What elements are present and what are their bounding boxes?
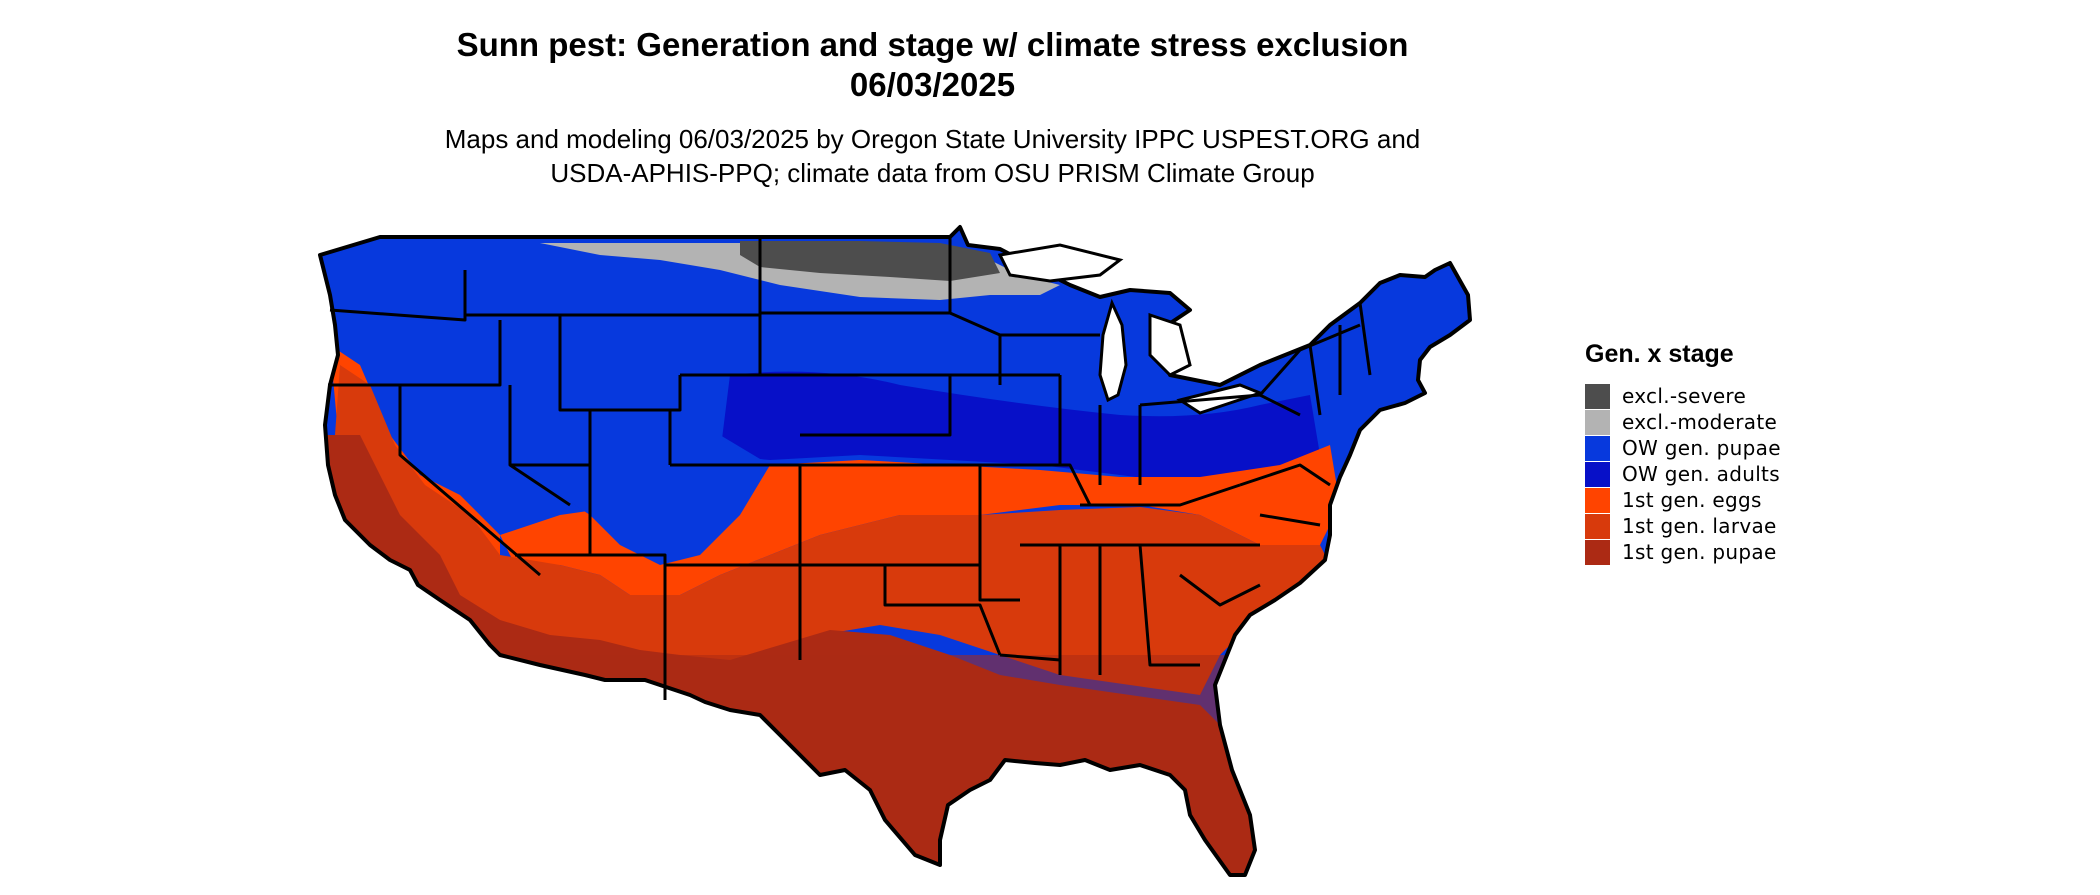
zone-ow-pupae-rockies [560,435,770,565]
zone-ow-adults [720,371,1320,485]
legend-swatch [1585,513,1610,539]
map-regions [318,225,1472,877]
legend-swatch [1585,487,1610,513]
state-borders [328,237,1372,700]
legend-item: 1st gen. larvae [1585,513,1781,539]
legend-title: Gen. x stage [1585,340,1734,368]
legend-label: OW gen. pupae [1622,436,1781,460]
legend-swatch [1585,409,1610,435]
zone-excl-severe [740,241,1000,281]
legend-label: 1st gen. eggs [1622,488,1762,512]
legend-swatch [1585,435,1610,461]
legend-label: excl.-moderate [1622,410,1778,434]
legend-swatch [1585,539,1610,565]
legend-label: excl.-severe [1622,384,1747,408]
legend: Gen. x stage excl.-severe excl.-moderate… [1585,340,1781,565]
legend-label: 1st gen. pupae [1622,540,1777,564]
map-subtitle-line1: Maps and modeling 06/03/2025 by Oregon S… [444,124,1421,154]
legend-item: OW gen. adults [1585,461,1781,487]
legend-swatch [1585,383,1610,409]
legend-item: 1st gen. eggs [1585,487,1781,513]
lake-superior [997,243,1124,283]
us-outline [318,225,1472,877]
lake-michigan [1098,298,1128,403]
map-date: 06/03/2025 [849,66,1016,103]
us-map [318,225,1472,877]
zone-1st-gen-larvae [335,365,1330,695]
lake-huron [1148,312,1192,377]
legend-label: OW gen. adults [1622,462,1780,486]
map-title: Sunn pest: Generation and stage w/ clima… [456,26,1409,63]
legend-item: OW gen. pupae [1585,435,1781,461]
legend-swatch [1585,461,1610,487]
legend-item: excl.-moderate [1585,409,1781,435]
map-subtitle-line2: USDA-APHIS-PPQ; climate data from OSU PR… [550,158,1315,188]
legend-item: excl.-severe [1585,383,1781,409]
legend-label: 1st gen. larvae [1622,514,1777,538]
legend-item: 1st gen. pupae [1585,539,1781,565]
